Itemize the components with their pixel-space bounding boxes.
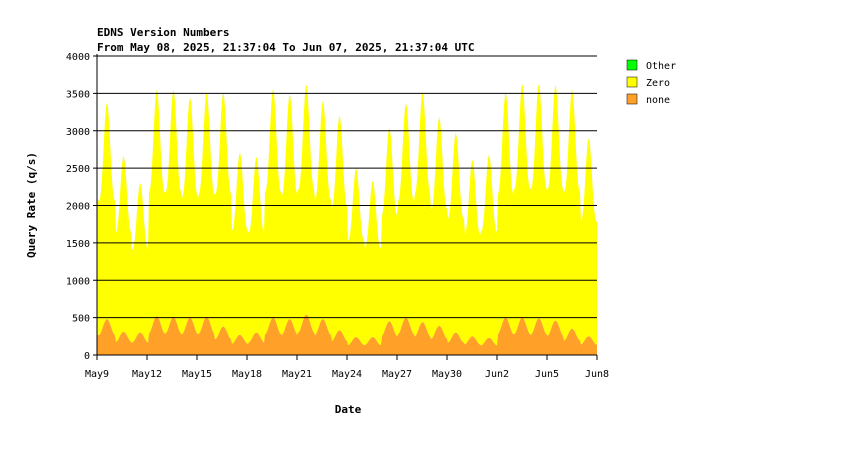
- y-tick-label: 1500: [66, 239, 90, 250]
- legend-label-none: none: [646, 95, 670, 106]
- y-tick-label: 1000: [66, 276, 90, 287]
- x-tick-label: May9: [85, 369, 109, 380]
- x-tick-label: May30: [432, 369, 462, 380]
- legend-swatch-none: [626, 93, 638, 105]
- x-tick-label: Jun8: [585, 369, 609, 380]
- y-tick-label: 500: [72, 314, 90, 325]
- plot-area: [97, 83, 597, 355]
- legend-swatch-other: [626, 59, 638, 71]
- y-tick-label: 0: [84, 351, 90, 362]
- legend: Other Zero none: [626, 59, 676, 106]
- x-tick-label: May15: [182, 369, 212, 380]
- y-tick-label: 4000: [66, 52, 90, 63]
- x-tick-label: May24: [332, 369, 362, 380]
- x-tick-label: May18: [232, 369, 262, 380]
- x-tick-label: May27: [382, 369, 412, 380]
- legend-label-zero: Zero: [646, 78, 670, 89]
- x-axis-label: Date: [335, 403, 362, 416]
- legend-label-other: Other: [646, 61, 676, 72]
- y-tick-label: 3500: [66, 89, 90, 100]
- y-tick-label: 2000: [66, 202, 90, 213]
- x-tick-label: May12: [132, 369, 162, 380]
- x-tick-label: Jun5: [535, 369, 559, 380]
- chart-title: EDNS Version Numbers: [97, 26, 229, 39]
- x-tick-label: May21: [282, 369, 312, 380]
- y-tick-label: 2500: [66, 164, 90, 175]
- series-area-zero: [97, 83, 597, 346]
- y-axis-ticks: 0 500 1000 1500 2000 2500 3000 3500 4000: [66, 52, 97, 362]
- x-tick-label: Jun2: [485, 369, 509, 380]
- y-tick-label: 3000: [66, 127, 90, 138]
- series-area-none: [97, 314, 597, 355]
- y-axis-label: Query Rate (q/s): [25, 152, 38, 258]
- grid-lines: [97, 92, 597, 319]
- x-axis-ticks: May9 May12 May15 May18 May21 May24 May27 May30 J…: [85, 355, 609, 380]
- legend-swatch-zero: [626, 76, 638, 88]
- chart-subtitle: From May 08, 2025, 21:37:04 To Jun 07, 2…: [97, 41, 475, 54]
